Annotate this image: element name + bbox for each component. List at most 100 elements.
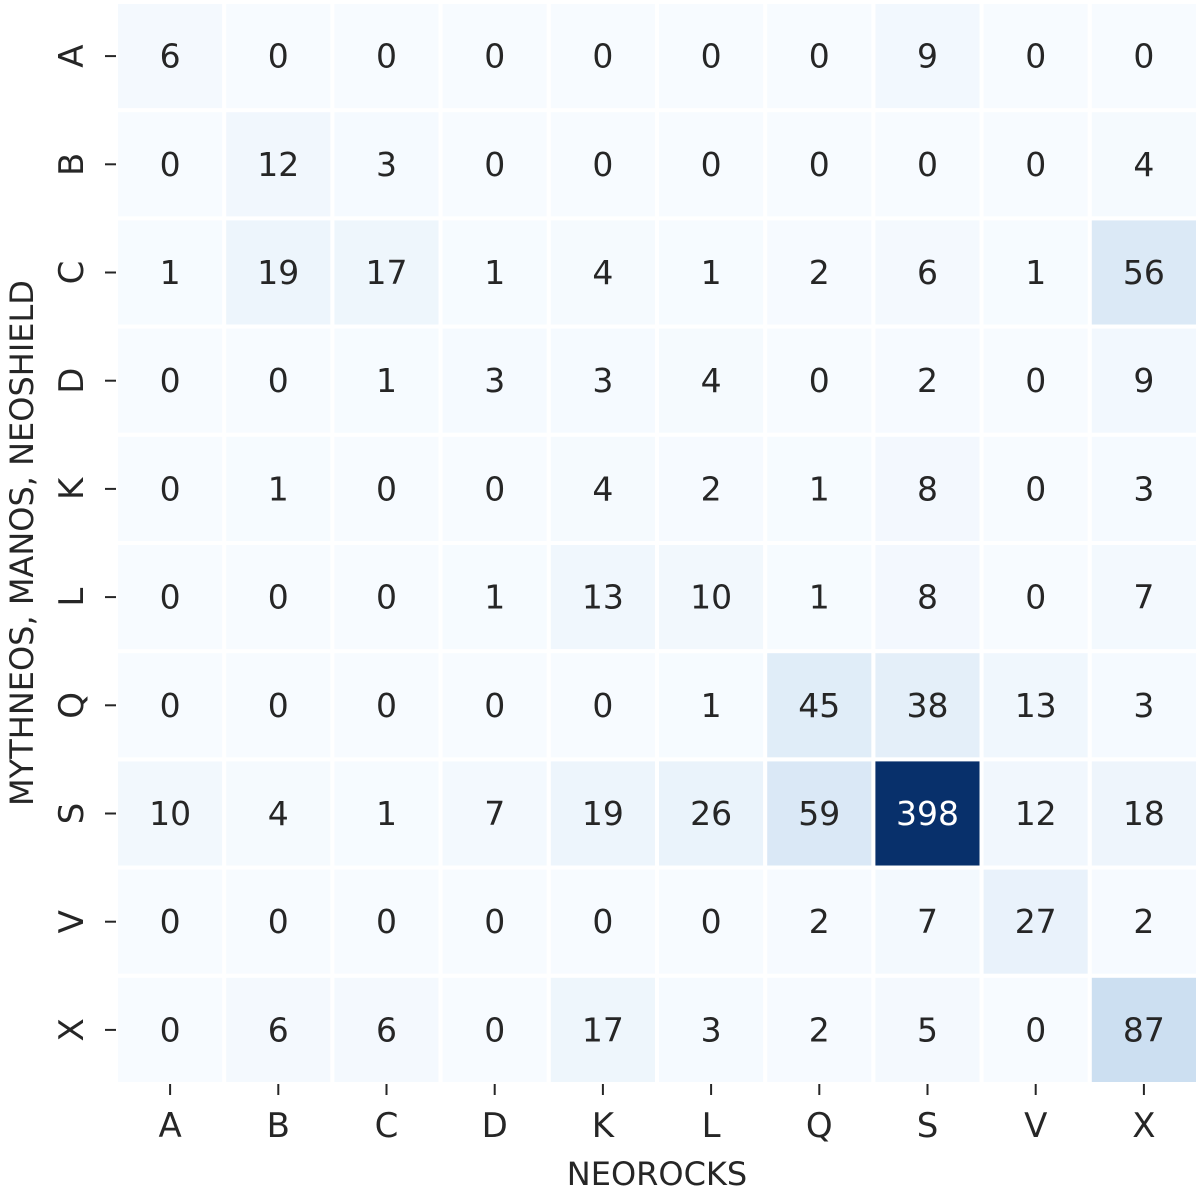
cell-value-label: 0 [160,469,181,508]
cell-value-label: 59 [798,794,840,833]
cell-value-label: 0 [160,145,181,184]
cell-value-label: 10 [149,794,191,833]
cell-value-label: 0 [484,37,505,76]
y-tick-label: X [52,1018,92,1041]
heatmap-cell [546,757,659,870]
cell-value-label: 56 [1123,253,1165,292]
cell-value-label: 0 [376,578,397,617]
cell-value-label: 9 [1133,361,1154,400]
heatmap-cell [655,649,768,762]
heatmap-cell [438,757,551,870]
heatmap-cell [1087,0,1200,113]
cell-value-label: 45 [798,686,840,725]
cell-value-label: 2 [1133,902,1154,941]
y-tick-label: A [52,44,92,67]
heatmap-cell [438,108,551,221]
cell-value-label: 6 [268,1010,289,1049]
heatmap-cell-labels: 6 0 0 0 0 0 0 9 0 00 12 3 0 0 0 0 0 0 41 19 17 1 4 1 2 6 1 560 0 1 3 3 4… [149,37,1165,1050]
cell-value-label: 8 [917,578,938,617]
cell-value-label: 0 [160,902,181,941]
heatmap-cell [763,108,876,221]
heatmap-cell [763,324,876,437]
cell-value-label: 3 [1133,686,1154,725]
heatmap-cells [114,0,1200,1086]
heatmap-cell [871,865,984,978]
heatmap-cell [655,108,768,221]
cell-value-label: 0 [484,902,505,941]
cell-value-label: 0 [1025,578,1046,617]
heatmap-cell [222,757,335,870]
cell-value-label: 3 [1133,469,1154,508]
cell-value-label: 0 [1025,361,1046,400]
cell-value-label: 6 [376,1010,397,1049]
cell-value-label: 0 [701,902,722,941]
cell-value-label: 3 [701,1010,722,1049]
x-tick-label: B [267,1106,290,1146]
heatmap-cell [979,216,1092,329]
cell-value-label: 1 [376,361,397,400]
heatmap-cell [330,216,443,329]
cell-value-label: 1 [701,253,722,292]
heatmap-cell [330,541,443,654]
heatmap-cell [763,973,876,1086]
heatmap-cell [763,865,876,978]
heatmap-cell [655,973,768,1086]
heatmap-cell [114,324,227,437]
y-axis-label: MYTHNEOS, MANOS, NEOSHIELD [3,280,41,806]
cell-value-label: 0 [1133,37,1154,76]
heatmap-cell [871,973,984,1086]
x-tick-label: C [375,1106,399,1146]
cell-value-label: 19 [257,253,299,292]
heatmap-cell [979,649,1092,762]
heatmap-cell [1087,649,1200,762]
cell-value-label: 0 [484,469,505,508]
cell-value-label: 0 [268,686,289,725]
heatmap-cell [1087,432,1200,545]
cell-value-label: 0 [484,686,505,725]
heatmap-cell [871,0,984,113]
cell-value-label: 0 [160,578,181,617]
cell-value-label: 0 [917,145,938,184]
x-tick-label: D [482,1106,508,1146]
cell-value-label: 0 [1025,469,1046,508]
x-axis-label: NEOROCKS [567,1155,747,1193]
cell-value-label: 4 [592,469,613,508]
heatmap-cell [546,432,659,545]
x-tick-label: Q [806,1106,833,1146]
cell-value-label: 0 [809,145,830,184]
cell-value-label: 19 [582,794,624,833]
cell-value-label: 0 [701,37,722,76]
cell-value-label: 0 [268,37,289,76]
y-tick-label: B [52,153,92,176]
heatmap-cell [979,108,1092,221]
heatmap-cell [114,541,227,654]
cell-value-label: 398 [896,794,959,833]
cell-value-label: 0 [592,902,613,941]
cell-value-label: 0 [592,145,613,184]
heatmap-cell [763,216,876,329]
cell-value-label: 0 [376,37,397,76]
cell-value-label: 0 [1025,37,1046,76]
cell-value-label: 0 [376,686,397,725]
x-tick-label: S [917,1106,939,1146]
x-tick-label: L [702,1106,721,1146]
heatmap-cell [979,973,1092,1086]
cell-value-label: 4 [592,253,613,292]
heatmap-cell [655,541,768,654]
cell-value-label: 4 [701,361,722,400]
y-tick-label: D [52,368,92,394]
x-tick-label: V [1024,1106,1047,1146]
cell-value-label: 8 [917,469,938,508]
heatmap-cell [871,432,984,545]
cell-value-label: 1 [376,794,397,833]
cell-value-label: 17 [366,253,408,292]
heatmap-cell [1087,757,1200,870]
cell-value-label: 3 [484,361,505,400]
heatmap-cell [1087,973,1200,1086]
cell-value-label: 0 [809,37,830,76]
cell-value-label: 0 [160,686,181,725]
cell-value-label: 87 [1123,1010,1165,1049]
cell-value-label: 2 [809,253,830,292]
cell-value-label: 26 [690,794,732,833]
cell-value-label: 0 [160,361,181,400]
